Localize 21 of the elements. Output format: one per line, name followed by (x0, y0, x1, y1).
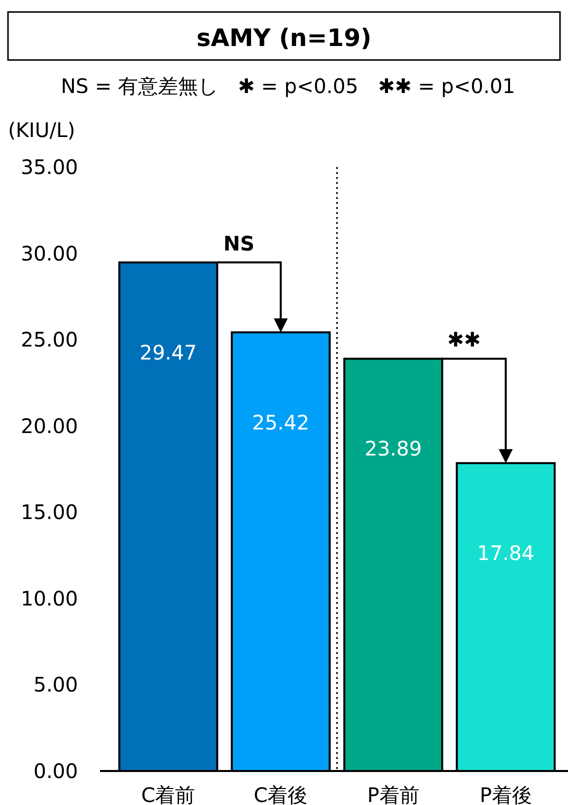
chart-title: sAMY (n=19) (196, 24, 372, 52)
data-label: 23.89 (364, 436, 422, 461)
y-tick-label: 30.00 (20, 241, 78, 266)
y-tick-label: 10.00 (20, 586, 78, 610)
y-tick-label: 15.00 (20, 500, 78, 524)
y-tick-label: 25.00 (20, 328, 78, 352)
x-tick-label: C着前 (141, 783, 196, 805)
chart-subtitle: NS = 有意差無し ✱ = p<0.05 ✱✱ = p<0.01 (60, 74, 516, 98)
y-tick-label: 20.00 (20, 414, 78, 438)
data-label: 25.42 (252, 410, 310, 434)
data-label: 17.84 (477, 541, 534, 566)
y-tick-label: 0.00 (33, 759, 78, 783)
x-tick-label: P着前 (367, 783, 420, 805)
data-label: 29.47 (140, 340, 197, 364)
y-axis-title: (KIU/L) (8, 118, 76, 142)
annotation: NS (223, 231, 255, 256)
y-tick-label: 5.00 (33, 672, 78, 697)
annotation: ✱✱ (447, 328, 481, 352)
y-tick-label: 35.00 (20, 155, 78, 179)
x-tick-label: C着後 (254, 783, 308, 805)
x-tick-label: P着後 (480, 783, 532, 805)
